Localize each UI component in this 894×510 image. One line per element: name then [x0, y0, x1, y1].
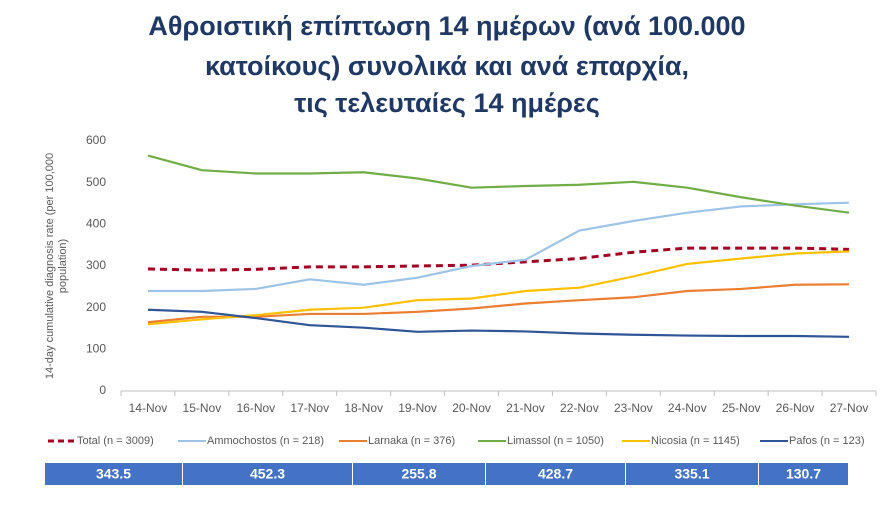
y-tick-label: 500 [86, 175, 106, 189]
series-line [147, 308, 850, 338]
y-axis-title: 14-day cumulative diagnosis rate (per 10… [44, 153, 69, 379]
table-cell [353, 463, 485, 485]
y-tick-label: 300 [86, 258, 106, 272]
table-value: 343.5 [96, 466, 131, 482]
x-tick-label: 21-Nov [506, 401, 545, 415]
x-tick-label: 26-Nov [776, 401, 815, 415]
table-value: 130.7 [786, 466, 821, 482]
x-tick-label: 16-Nov [236, 401, 275, 415]
table-cell [45, 463, 182, 485]
table-cell [759, 463, 848, 485]
x-tick-label: 24-Nov [668, 401, 707, 415]
y-tick-label: 400 [86, 217, 106, 231]
y-axis-title-line: 14-day cumulative diagnosis rate (per 10… [44, 153, 56, 379]
chart-title: Αθροιστική επίπτωση 14 ημέρων (ανά 100.0… [148, 11, 745, 41]
table-value: 452.3 [250, 466, 285, 482]
series-line [147, 201, 850, 293]
x-tick-label: 25-Nov [722, 401, 761, 415]
x-tick-label: 17-Nov [290, 401, 329, 415]
x-tick-label: 14-Nov [129, 401, 168, 415]
table-value: 335.1 [674, 466, 709, 482]
y-tick-label: 200 [86, 300, 106, 314]
legend-label: Larnaka (n = 376) [368, 435, 455, 447]
legend-label: Limassol (n = 1050) [507, 435, 604, 447]
y-tick-label: 100 [86, 342, 106, 356]
x-tick-label: 19-Nov [398, 401, 437, 415]
x-tick-label: 18-Nov [344, 401, 383, 415]
legend-label: Nicosia (n = 1145) [651, 435, 740, 447]
legend-label: Ammochostos (n = 218) [207, 435, 324, 447]
x-tick-label: 27-Nov [830, 401, 869, 415]
x-tick-label: 22-Nov [560, 401, 599, 415]
chart-title: τις τελευταίες 14 ημέρες [294, 88, 600, 118]
table-value: 428.7 [538, 466, 573, 482]
table-cell [626, 463, 758, 485]
y-tick-label: 600 [86, 133, 106, 147]
y-tick-label: 0 [99, 383, 106, 397]
x-tick-label: 20-Nov [452, 401, 491, 415]
y-axis-title-line: population) [57, 239, 69, 293]
series-line [147, 283, 850, 324]
legend-label: Pafos (n = 123) [789, 435, 865, 447]
x-tick-label: 23-Nov [614, 401, 653, 415]
series-line [147, 250, 850, 326]
table-value: 255.8 [401, 466, 436, 482]
table-cell [486, 463, 625, 485]
table-cell [183, 463, 352, 485]
legend-label: Total (n = 3009) [77, 435, 154, 447]
chart-title: κατοίκους) συνολικά και ανά επαρχία, [205, 51, 689, 81]
series-line [147, 154, 850, 214]
x-tick-label: 15-Nov [183, 401, 222, 415]
